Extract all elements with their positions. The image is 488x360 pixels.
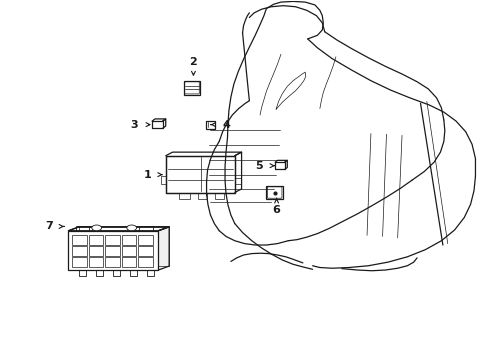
Bar bbox=[215, 193, 224, 199]
Polygon shape bbox=[158, 227, 169, 270]
Bar bbox=[179, 193, 189, 199]
Ellipse shape bbox=[126, 225, 136, 231]
Bar bbox=[138, 235, 152, 245]
Bar bbox=[234, 178, 240, 184]
Polygon shape bbox=[68, 227, 169, 231]
Bar bbox=[105, 246, 120, 256]
Text: 6: 6 bbox=[272, 205, 280, 215]
Bar bbox=[96, 270, 103, 276]
Bar bbox=[89, 257, 103, 267]
Bar bbox=[139, 226, 152, 231]
Bar bbox=[72, 257, 87, 267]
Text: 7: 7 bbox=[45, 221, 53, 231]
Ellipse shape bbox=[92, 225, 102, 231]
Text: 4: 4 bbox=[222, 120, 229, 130]
Bar bbox=[72, 246, 87, 256]
Text: 3: 3 bbox=[129, 120, 137, 130]
Bar bbox=[130, 270, 137, 276]
Bar bbox=[79, 270, 86, 276]
Bar bbox=[198, 193, 206, 199]
Bar bbox=[122, 246, 136, 256]
Bar bbox=[72, 235, 87, 245]
Bar bbox=[76, 226, 89, 231]
Bar bbox=[138, 246, 152, 256]
Text: 1: 1 bbox=[143, 170, 151, 180]
Bar bbox=[165, 156, 234, 193]
Bar bbox=[105, 257, 120, 267]
Bar bbox=[138, 257, 152, 267]
Text: 2: 2 bbox=[189, 57, 197, 67]
Bar bbox=[122, 235, 136, 245]
Bar bbox=[183, 81, 200, 95]
Bar bbox=[113, 270, 120, 276]
Bar bbox=[205, 121, 215, 129]
Bar bbox=[122, 257, 136, 267]
Bar bbox=[89, 246, 103, 256]
Bar bbox=[105, 235, 120, 245]
Bar bbox=[147, 270, 154, 276]
Text: 5: 5 bbox=[255, 161, 263, 171]
Bar bbox=[266, 186, 283, 199]
Bar bbox=[161, 176, 165, 184]
Bar bbox=[89, 235, 103, 245]
Bar bbox=[68, 231, 158, 270]
